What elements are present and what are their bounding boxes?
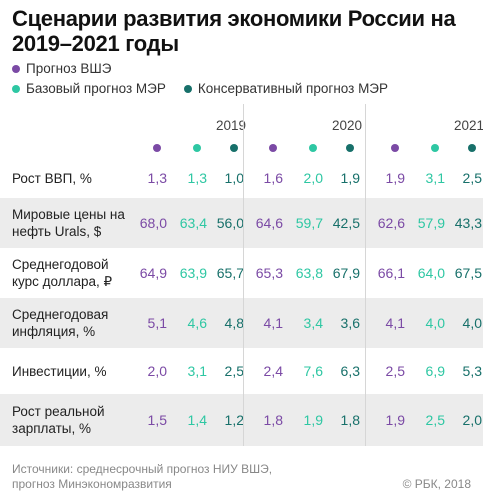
legend-label-vshe: Прогноз ВШЭ [26,61,112,76]
value-cell-base-2020: 2,0 [303,169,323,186]
row-label: Инвестиции, % [12,363,107,379]
value-cell-base-2021: 6,9 [425,362,445,379]
value-cell-cons-2019: 4,8 [224,314,244,331]
table-row: Среднегодовой курс доллара, ₽ 64,9 63,9 65,… [0,248,483,298]
value-cell-vshe-2019: 5,1 [147,314,167,331]
legend-dot-base-icon [12,84,20,93]
value-cell-cons-2019: 1,0 [224,169,244,186]
chart-title: Сценарии развития экономики России на 20… [12,6,456,56]
row-label: Среднегодовой курс доллара, ₽ [12,257,113,289]
value-cell-cons-2021: 43,3 [454,214,482,231]
value-cell-base-2021: 2,5 [425,411,445,428]
source-note: Источники: среднесрочный прогноз НИУ ВШЭ… [12,462,273,491]
value-cell-cons-2019: 2,5 [224,362,244,379]
value-cell-cons-2019: 1,2 [224,411,244,428]
legend-item-base: Базовый прогноз МЭР [12,81,166,96]
header-dot-base-2019-icon [193,144,201,152]
legend-dot-cons-icon [183,84,192,93]
year-header-2021: 2021 [453,118,483,133]
value-cell-base-2020: 59,7 [295,214,323,231]
column-divider [243,104,244,446]
value-cell-cons-2020: 67,9 [332,264,360,281]
value-cell-base-2021: 57,9 [417,214,445,231]
value-cell-vshe-2020: 65,3 [255,264,283,281]
legend-label-cons: Консервативный прогноз МЭР [197,81,389,96]
value-cell-vshe-2021: 4,1 [385,314,405,331]
value-cell-base-2019: 63,4 [179,214,207,231]
header-dot-base-2021-icon [431,144,439,152]
value-cell-base-2021: 4,0 [425,314,445,331]
value-cell-vshe-2019: 2,0 [147,362,167,379]
value-cell-vshe-2020: 1,8 [263,411,283,428]
value-cell-vshe-2021: 2,5 [385,362,405,379]
row-label: Среднегодовая инфляция, % [12,307,109,339]
table-row: Рост реальной зарплаты, % 1,5 1,4 1,2 1,8 1,9… [0,394,483,446]
table-row: Среднегодовая инфляция, % 5,1 4,6 4,8 4,1 3,4… [0,298,483,348]
value-cell-base-2019: 1,3 [187,169,207,186]
value-cell-base-2019: 3,1 [187,362,207,379]
header-dot-vshe-2021-icon [391,144,399,152]
value-cell-vshe-2019: 1,3 [147,169,167,186]
header-dot-cons-2020-icon [346,144,354,152]
value-cell-vshe-2020: 1,6 [263,169,283,186]
legend-label-base: Базовый прогноз МЭР [26,81,166,96]
value-cell-cons-2021: 5,3 [462,362,482,379]
row-label: Рост реальной зарплаты, % [12,404,105,436]
value-cell-vshe-2021: 1,9 [385,411,405,428]
legend-dot-vshe-icon [12,64,20,73]
value-cell-vshe-2020: 64,6 [255,214,283,231]
value-cell-cons-2020: 3,6 [340,314,360,331]
value-cell-vshe-2019: 68,0 [139,214,167,231]
value-cell-base-2020: 1,9 [303,411,323,428]
value-cell-cons-2020: 6,3 [340,362,360,379]
table-row: Рост ВВП, % 1,3 1,3 1,0 1,6 2,0 1,9 1,9 3,1 2,5 [0,158,483,198]
header-dot-base-2020-icon [309,144,317,152]
row-label: Мировые цены на нефть Urals, $ [12,207,125,239]
year-header-2020: 2020 [331,118,362,133]
value-cell-vshe-2019: 64,9 [139,264,167,281]
legend-item-vshe: Прогноз ВШЭ [12,61,111,76]
header-dot-vshe-2019-icon [153,144,161,152]
value-cell-base-2019: 63,9 [179,264,207,281]
value-cell-cons-2021: 4,0 [462,314,482,331]
row-label: Рост ВВП, % [12,170,92,186]
value-cell-base-2021: 3,1 [425,169,445,186]
value-cell-base-2020: 7,6 [303,362,323,379]
value-cell-cons-2021: 2,0 [462,411,482,428]
header-dot-cons-2021-icon [468,144,476,152]
value-cell-vshe-2021: 1,9 [385,169,405,186]
header-dot-cons-2019-icon [230,144,238,152]
value-cell-cons-2019: 56,0 [216,214,244,231]
value-cell-cons-2020: 1,9 [340,169,360,186]
value-cell-vshe-2021: 66,1 [377,264,405,281]
value-cell-base-2020: 3,4 [303,314,323,331]
value-cell-cons-2020: 1,8 [340,411,360,428]
value-cell-base-2021: 64,0 [417,264,445,281]
year-header-2019: 2019 [215,118,246,133]
legend-item-cons: Консервативный прогноз МЭР [183,81,389,96]
value-cell-cons-2021: 67,5 [454,264,482,281]
legend-row-1: Прогноз ВШЭ [12,61,129,76]
table-header: 2019 2020 2021 [0,104,483,158]
header-dot-vshe-2020-icon [269,144,277,152]
value-cell-cons-2021: 2,5 [462,169,482,186]
table-row: Мировые цены на нефть Urals, $ 68,0 63,4 56… [0,198,483,248]
value-cell-cons-2019: 65,7 [216,264,244,281]
data-table: 2019 2020 2021 Рост ВВП, % 1,3 1,3 1,0 1,6 2,0 1… [0,104,483,446]
column-divider [365,104,366,446]
value-cell-base-2020: 63,8 [295,264,323,281]
value-cell-vshe-2020: 4,1 [263,314,283,331]
value-cell-vshe-2021: 62,6 [377,214,405,231]
copyright: © РБК, 2018 [402,477,471,491]
value-cell-cons-2020: 42,5 [332,214,360,231]
value-cell-vshe-2020: 2,4 [263,362,283,379]
legend-row-2: Базовый прогноз МЭР Консервативный прогн… [12,81,406,96]
value-cell-base-2019: 4,6 [187,314,207,331]
value-cell-base-2019: 1,4 [187,411,207,428]
table-row: Инвестиции, % 2,0 3,1 2,5 2,4 7,6 6,3 2,5 6,9 5,3 [0,348,483,394]
value-cell-vshe-2019: 1,5 [147,411,167,428]
